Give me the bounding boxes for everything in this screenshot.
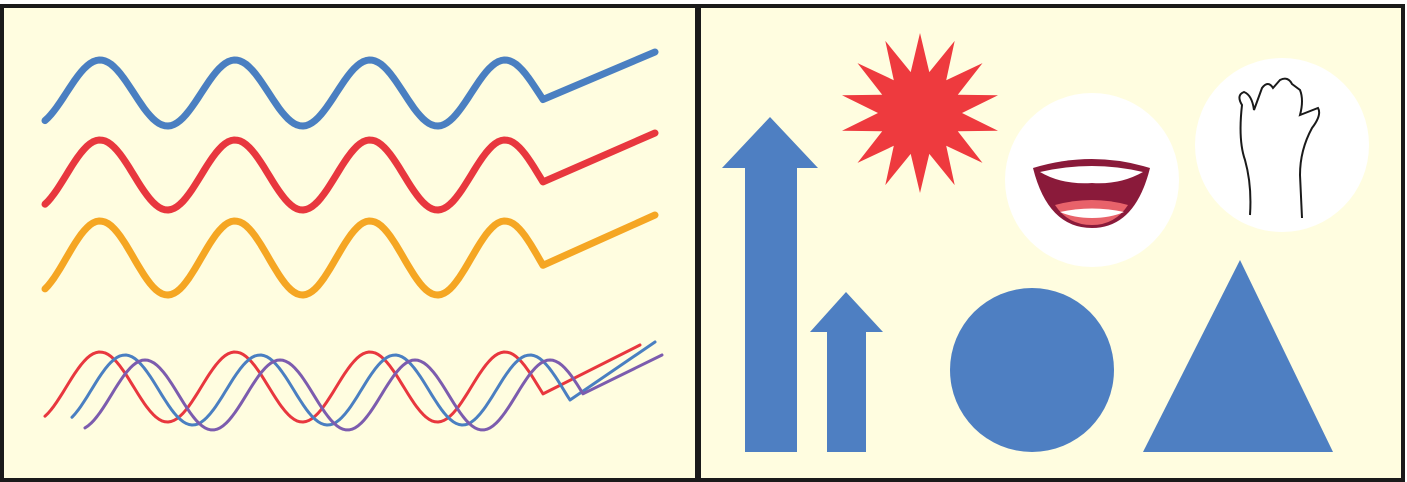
small-arrow bbox=[810, 292, 883, 452]
circle-shape bbox=[950, 288, 1114, 452]
blue-wave bbox=[41, 48, 659, 130]
orange-wave bbox=[41, 211, 659, 299]
starburst bbox=[842, 33, 998, 193]
hand-icon bbox=[1238, 77, 1321, 219]
hand-circle bbox=[1195, 58, 1369, 232]
waves bbox=[41, 48, 664, 432]
thin-blue-wave bbox=[70, 340, 657, 427]
triangle-shape bbox=[1143, 260, 1333, 452]
thin-red-wave bbox=[43, 343, 642, 424]
thin-purple-wave bbox=[83, 353, 664, 432]
mouth-icon bbox=[1033, 159, 1150, 228]
red-wave bbox=[41, 129, 659, 214]
large-arrow bbox=[722, 117, 818, 452]
